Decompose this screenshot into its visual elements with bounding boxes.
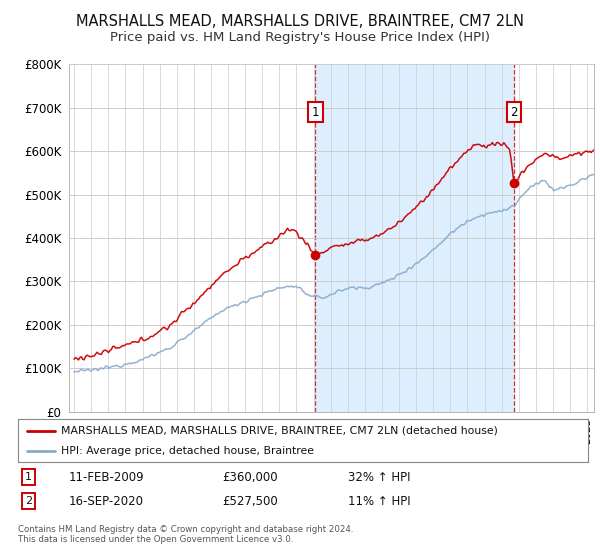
Text: HPI: Average price, detached house, Braintree: HPI: Average price, detached house, Brai… [61,446,314,456]
Text: 1: 1 [25,472,32,482]
Text: Contains HM Land Registry data © Crown copyright and database right 2024.
This d: Contains HM Land Registry data © Crown c… [18,525,353,544]
Text: MARSHALLS MEAD, MARSHALLS DRIVE, BRAINTREE, CM7 2LN: MARSHALLS MEAD, MARSHALLS DRIVE, BRAINTR… [76,14,524,29]
Text: 2: 2 [25,496,32,506]
Text: 11-FEB-2009: 11-FEB-2009 [69,470,145,484]
Text: 1: 1 [311,106,319,119]
Text: £360,000: £360,000 [222,470,278,484]
Text: 2: 2 [510,106,518,119]
Text: Price paid vs. HM Land Registry's House Price Index (HPI): Price paid vs. HM Land Registry's House … [110,31,490,44]
Text: MARSHALLS MEAD, MARSHALLS DRIVE, BRAINTREE, CM7 2LN (detached house): MARSHALLS MEAD, MARSHALLS DRIVE, BRAINTR… [61,426,497,436]
Text: 11% ↑ HPI: 11% ↑ HPI [348,494,410,508]
Bar [316,64,514,412]
Text: £527,500: £527,500 [222,494,278,508]
Text: 16-SEP-2020: 16-SEP-2020 [69,494,144,508]
Text: 32% ↑ HPI: 32% ↑ HPI [348,470,410,484]
